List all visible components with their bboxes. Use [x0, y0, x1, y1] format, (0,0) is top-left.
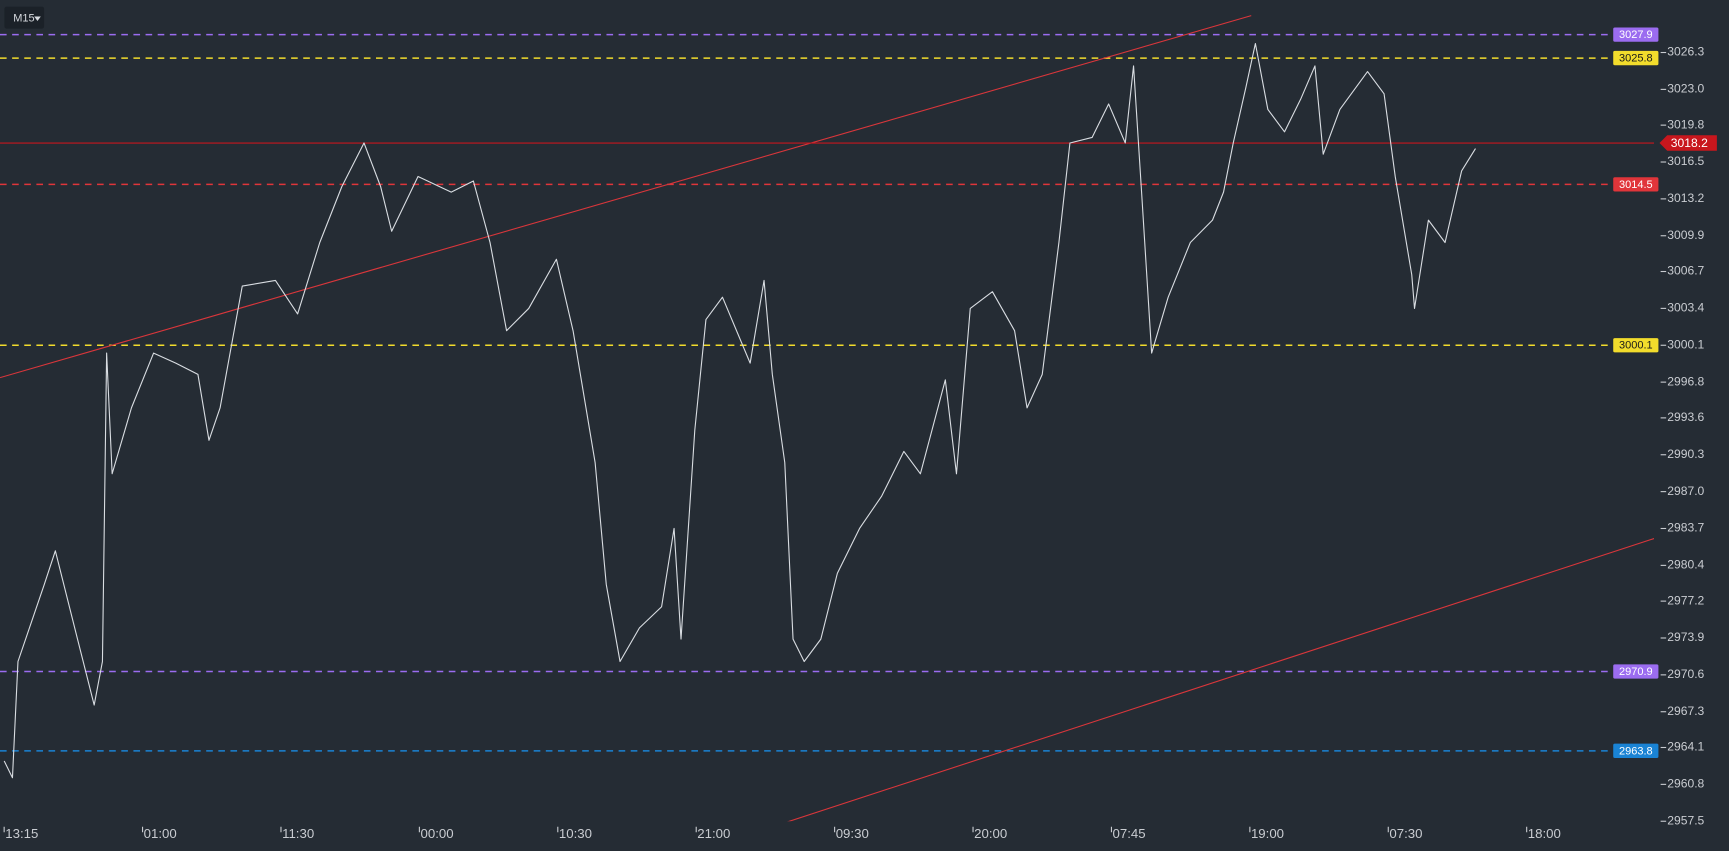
x-tick-label: 09:30 — [836, 826, 869, 841]
timeframe-box[interactable] — [4, 6, 45, 29]
y-tick-label: 2964.1 — [1667, 740, 1704, 754]
current-price-tag — [1659, 135, 1717, 151]
level-label: 3027.9 — [1619, 29, 1653, 41]
level-tag — [1613, 177, 1659, 192]
level-tag — [1613, 664, 1659, 679]
y-tick-label: 2973.9 — [1667, 630, 1704, 644]
y-tick-label: 3003.4 — [1667, 301, 1704, 315]
level-tag — [1613, 743, 1659, 759]
price-line — [3, 42, 1476, 779]
y-tick-label: 3019.8 — [1667, 117, 1704, 131]
y-tick-label: 2987.0 — [1667, 484, 1704, 498]
y-tick-label: 3023.0 — [1667, 82, 1704, 96]
trend-line — [0, 15, 1252, 379]
x-tick-label: 11:30 — [282, 826, 314, 841]
y-tick-label: 2970.6 — [1667, 667, 1704, 681]
current-price-label: 3018.2 — [1671, 136, 1708, 150]
timeframe-label[interactable]: M15 — [13, 13, 34, 25]
dropdown-caret[interactable] — [34, 16, 41, 21]
y-tick-label: 3013.2 — [1667, 191, 1704, 205]
x-tick-label: 20:00 — [974, 826, 1007, 841]
x-tick-label: 13:15 — [5, 826, 38, 841]
x-tick-label: 21:00 — [697, 826, 730, 841]
y-tick-label: 3026.3 — [1667, 45, 1704, 59]
plot-area — [0, 15, 1655, 822]
y-tick-label: 3006.7 — [1667, 264, 1704, 278]
y-tick-label: 2967.3 — [1667, 704, 1704, 718]
x-tick-label: 00:00 — [420, 826, 453, 841]
y-tick-label: 2980.4 — [1667, 558, 1704, 572]
level-label: 2970.9 — [1619, 666, 1653, 678]
level-tag — [1613, 338, 1659, 353]
level-label: 3025.8 — [1619, 53, 1653, 65]
y-tick-label: 3016.5 — [1667, 154, 1704, 168]
y-tick-label: 2977.2 — [1667, 593, 1704, 607]
y-tick-label: 3000.1 — [1667, 337, 1704, 351]
trend-line — [787, 538, 1655, 822]
y-tick-label: 2996.8 — [1667, 374, 1704, 388]
level-label: 2963.8 — [1619, 745, 1653, 757]
y-tick-label: 2957.5 — [1667, 813, 1704, 827]
x-tick-label: 07:30 — [1389, 826, 1422, 841]
x-tick-label: 10:30 — [559, 826, 592, 841]
y-tick-label: 3009.9 — [1667, 228, 1704, 242]
x-tick-label: 19:00 — [1251, 826, 1284, 841]
y-tick-label: 2990.3 — [1667, 447, 1704, 461]
y-tick-label: 2960.8 — [1667, 777, 1704, 791]
x-tick-label: 07:45 — [1113, 826, 1146, 841]
y-tick-label: 2993.6 — [1667, 410, 1704, 424]
timeframe-button[interactable]: M15 — [4, 6, 45, 29]
y-tick-label: 2983.7 — [1667, 521, 1704, 535]
x-tick-label: 18:00 — [1528, 826, 1561, 841]
level-tag — [1613, 50, 1659, 66]
level-label: 3000.1 — [1619, 340, 1653, 352]
level-tag — [1613, 27, 1659, 42]
x-tick-label: 01:00 — [144, 826, 177, 841]
level-label: 3014.5 — [1619, 179, 1653, 191]
